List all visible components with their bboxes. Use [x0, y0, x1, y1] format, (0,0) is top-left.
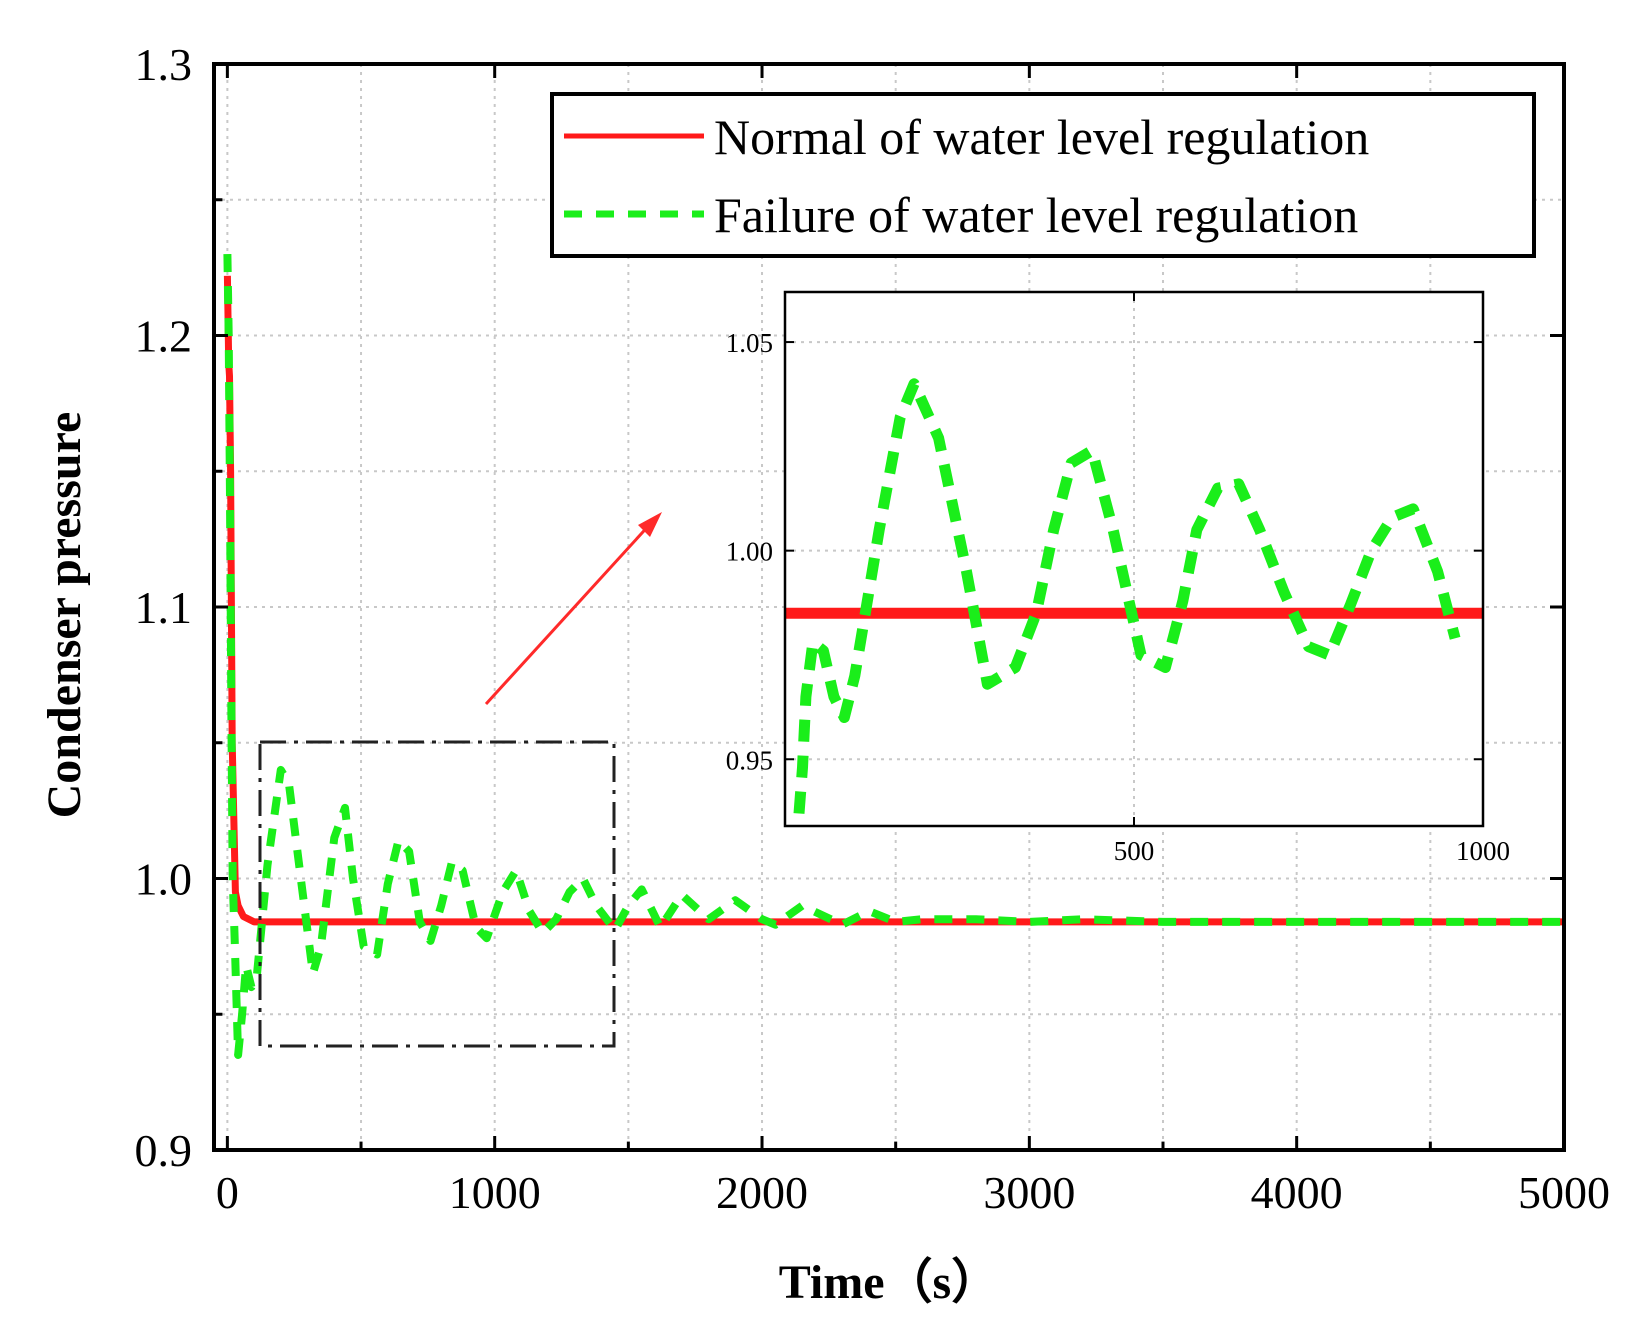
main-series [223, 254, 1564, 1059]
main-ticks: 0 1000 2000 3000 4000 5000 0.9 1.0 1.1 1.2 1.3 [135, 39, 1611, 1218]
y-axis-title: Condenser pressure [38, 412, 91, 819]
y-tick-label: 0.95 [726, 745, 773, 775]
inset-grid [785, 292, 1483, 826]
y-tick-label: 1.00 [726, 537, 773, 567]
x-tick-label: 1000 [449, 1167, 541, 1218]
y-tick-label: 1.1 [135, 582, 193, 633]
series-line-failure [793, 378, 1461, 814]
inset-plot: 500 1000 0.95 1.00 1.05 [726, 290, 1510, 866]
legend: Normal of water level regulation Failure… [550, 92, 1536, 258]
zoom-region-box [258, 740, 616, 1048]
x-axis-title: Time（s） [779, 1256, 999, 1309]
y-tick-label: 1.0 [135, 854, 193, 905]
legend-box [550, 92, 1536, 258]
inset-series [785, 378, 1483, 814]
y-tick-label: 0.9 [135, 1125, 193, 1176]
x-tick-label: 0 [216, 1167, 239, 1218]
legend-label-normal: Normal of water level regulation [714, 109, 1369, 165]
zoom-arrow-line [484, 520, 654, 706]
x-tick-label: 500 [1114, 836, 1155, 866]
zoom-arrow-head [638, 512, 662, 537]
x-tick-label: 4000 [1251, 1167, 1343, 1218]
legend-label-failure: Failure of water level regulation [714, 187, 1358, 243]
x-tick-label: 5000 [1518, 1167, 1610, 1218]
x-tick-label: 3000 [983, 1167, 1075, 1218]
y-tick-label: 1.2 [135, 311, 193, 362]
x-tick-label: 1000 [1456, 836, 1510, 866]
y-tick-label: 1.3 [135, 39, 193, 90]
x-tick-label: 2000 [716, 1167, 808, 1218]
y-tick-label: 1.05 [726, 328, 773, 358]
inset-ticks: 500 1000 0.95 1.00 1.05 [726, 292, 1510, 866]
